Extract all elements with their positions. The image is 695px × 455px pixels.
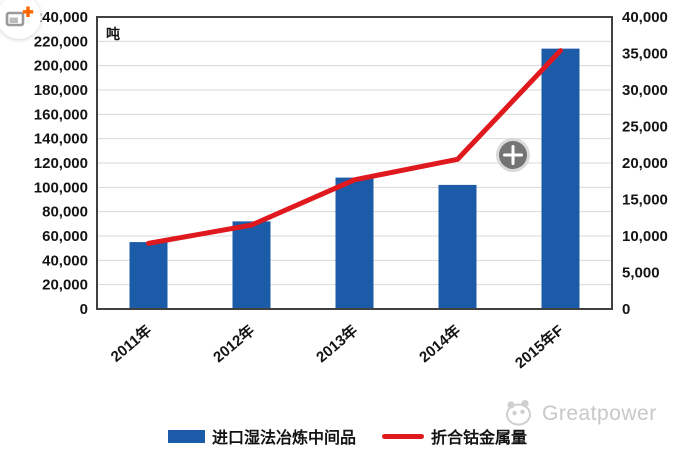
bar-2013年: [335, 177, 374, 309]
watermark-brand-text: Greatpower: [542, 401, 657, 425]
left-axis-tick: 120,000: [34, 155, 88, 172]
chart-legend: 进口湿法冶炼中间品 折合钴金属量: [0, 424, 695, 448]
right-axis-tick: 35,000: [622, 46, 668, 63]
line-series: [146, 48, 563, 246]
right-axis-tick: 0: [622, 301, 630, 318]
legend-item-bar-series: 进口湿法冶炼中间品: [167, 424, 356, 448]
legend-line-swatch-icon: [382, 433, 424, 439]
left-axis-tick: 240,000: [34, 9, 88, 26]
left-axis-tick: 80,000: [42, 204, 88, 221]
right-axis-tick: 10,000: [622, 228, 668, 245]
legend-line-label: 折合钴金属量: [431, 430, 528, 447]
x-axis-tick: 2013年: [312, 321, 361, 366]
x-axis-tick: 2015年F: [511, 321, 567, 372]
x-axis-tick: 2011年: [107, 321, 155, 365]
left-axis-tick: 60,000: [42, 228, 88, 245]
bar-2011年: [129, 242, 168, 309]
x-axis-tick: 2012年: [209, 321, 258, 366]
panda-logo-icon: [506, 400, 531, 426]
right-axis-tick: 30,000: [622, 82, 668, 99]
screenshot-tool-icon[interactable]: [0, 0, 41, 39]
bar-2015年F: [541, 48, 580, 310]
left-axis-tick: 200,000: [34, 58, 88, 75]
bar-2012年: [232, 221, 271, 309]
left-axis-tick: 220,000: [34, 33, 88, 50]
axis-unit-label: 吨: [106, 26, 120, 42]
left-axis-tick: 20,000: [42, 277, 88, 294]
left-axis-tick: 100,000: [34, 179, 88, 196]
plus-icon: [503, 145, 523, 165]
watermark: Greatpower: [504, 399, 657, 428]
bar-2014年: [438, 184, 477, 309]
crop-plus-icon: [5, 6, 34, 27]
left-axis-tick: 0: [80, 301, 88, 318]
legend-bar-label: 进口湿法冶炼中间品: [211, 430, 356, 447]
right-axis-tick: 15,000: [622, 192, 668, 209]
right-axis-tick: 20,000: [622, 155, 668, 172]
right-axis-tick: 25,000: [622, 119, 668, 136]
legend-item-line-series: 折合钴金属量: [382, 424, 527, 448]
left-axis-tick: 40,000: [42, 252, 88, 269]
right-axis-tick: 5,000: [622, 265, 660, 282]
zoom-plus-button[interactable]: [496, 138, 530, 172]
left-axis-tick: 140,000: [34, 131, 88, 148]
plot-border: [96, 16, 613, 310]
legend-bar-swatch-icon: [167, 429, 205, 443]
x-axis-tick: 2014年: [415, 321, 464, 366]
left-axis-tick: 180,000: [34, 82, 88, 99]
left-axis-tick: 160,000: [34, 106, 88, 123]
right-axis-tick: 40,000: [622, 9, 668, 26]
